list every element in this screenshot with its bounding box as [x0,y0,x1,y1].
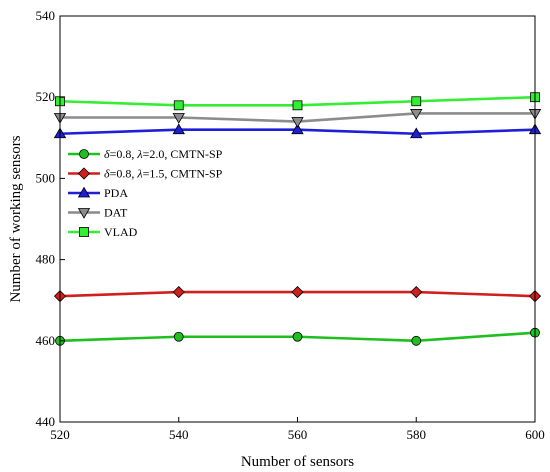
series-0 [55,327,540,346]
legend-entry: VLAD [68,225,138,239]
data-point [292,331,303,342]
legend-marker [77,208,91,219]
legend-label: δ=0.8, λ=1.5, CMTN-SP [104,167,223,181]
legend-entry: δ=0.8, λ=2.0, CMTN-SP [68,147,223,161]
data-point [173,331,184,342]
legend-marker [79,227,89,237]
x-axis-title: Number of sensors [241,454,354,470]
data-point [410,109,423,120]
data-point [292,100,303,111]
series-1 [53,286,542,303]
data-point [410,127,423,139]
data-point [291,123,304,135]
y-tick-label: 440 [36,414,56,429]
x-tick-label: 600 [525,427,545,442]
axes: 520 540 560 580 600 440 460 480 500 520 540 [36,8,545,442]
series-4 [55,92,540,111]
data-point [173,100,184,111]
legend: δ=0.8, λ=2.0, CMTN-SP δ=0.8, λ=1.5, CMTN-… [68,147,223,239]
y-axis-title: Number of working sensors [8,135,24,302]
data-point [291,117,304,128]
legend-entry: DAT [68,206,128,220]
plot-frame [59,15,536,423]
y-tick-label: 500 [36,170,56,185]
y-tick-label: 460 [36,333,56,348]
legend-entry: PDA [68,186,128,200]
x-tick-label: 560 [288,427,308,442]
x-tick-label: 540 [169,427,189,442]
series-2 [53,123,542,139]
y-tick-label: 480 [36,252,56,267]
series-3 [53,109,542,128]
legend-label: δ=0.8, λ=2.0, CMTN-SP [104,147,223,161]
data-point [291,286,304,299]
legend-marker [79,149,89,159]
data-point [411,335,422,346]
data-point [172,286,185,299]
legend-marker [77,186,91,198]
y-tick-label: 540 [36,8,56,23]
data-point [172,113,185,124]
legend-label: VLAD [104,225,138,239]
x-tick-label: 520 [50,427,70,442]
data-point [410,286,423,299]
legend-label: PDA [104,186,128,200]
legend-label: DAT [104,206,128,220]
y-tick-label: 520 [36,89,56,104]
x-tick-label: 580 [407,427,427,442]
data-point [172,123,185,135]
legend-entry: δ=0.8, λ=1.5, CMTN-SP [68,167,223,181]
legend-marker [77,167,91,180]
data-point [411,96,422,107]
plot-marks [53,92,542,346]
